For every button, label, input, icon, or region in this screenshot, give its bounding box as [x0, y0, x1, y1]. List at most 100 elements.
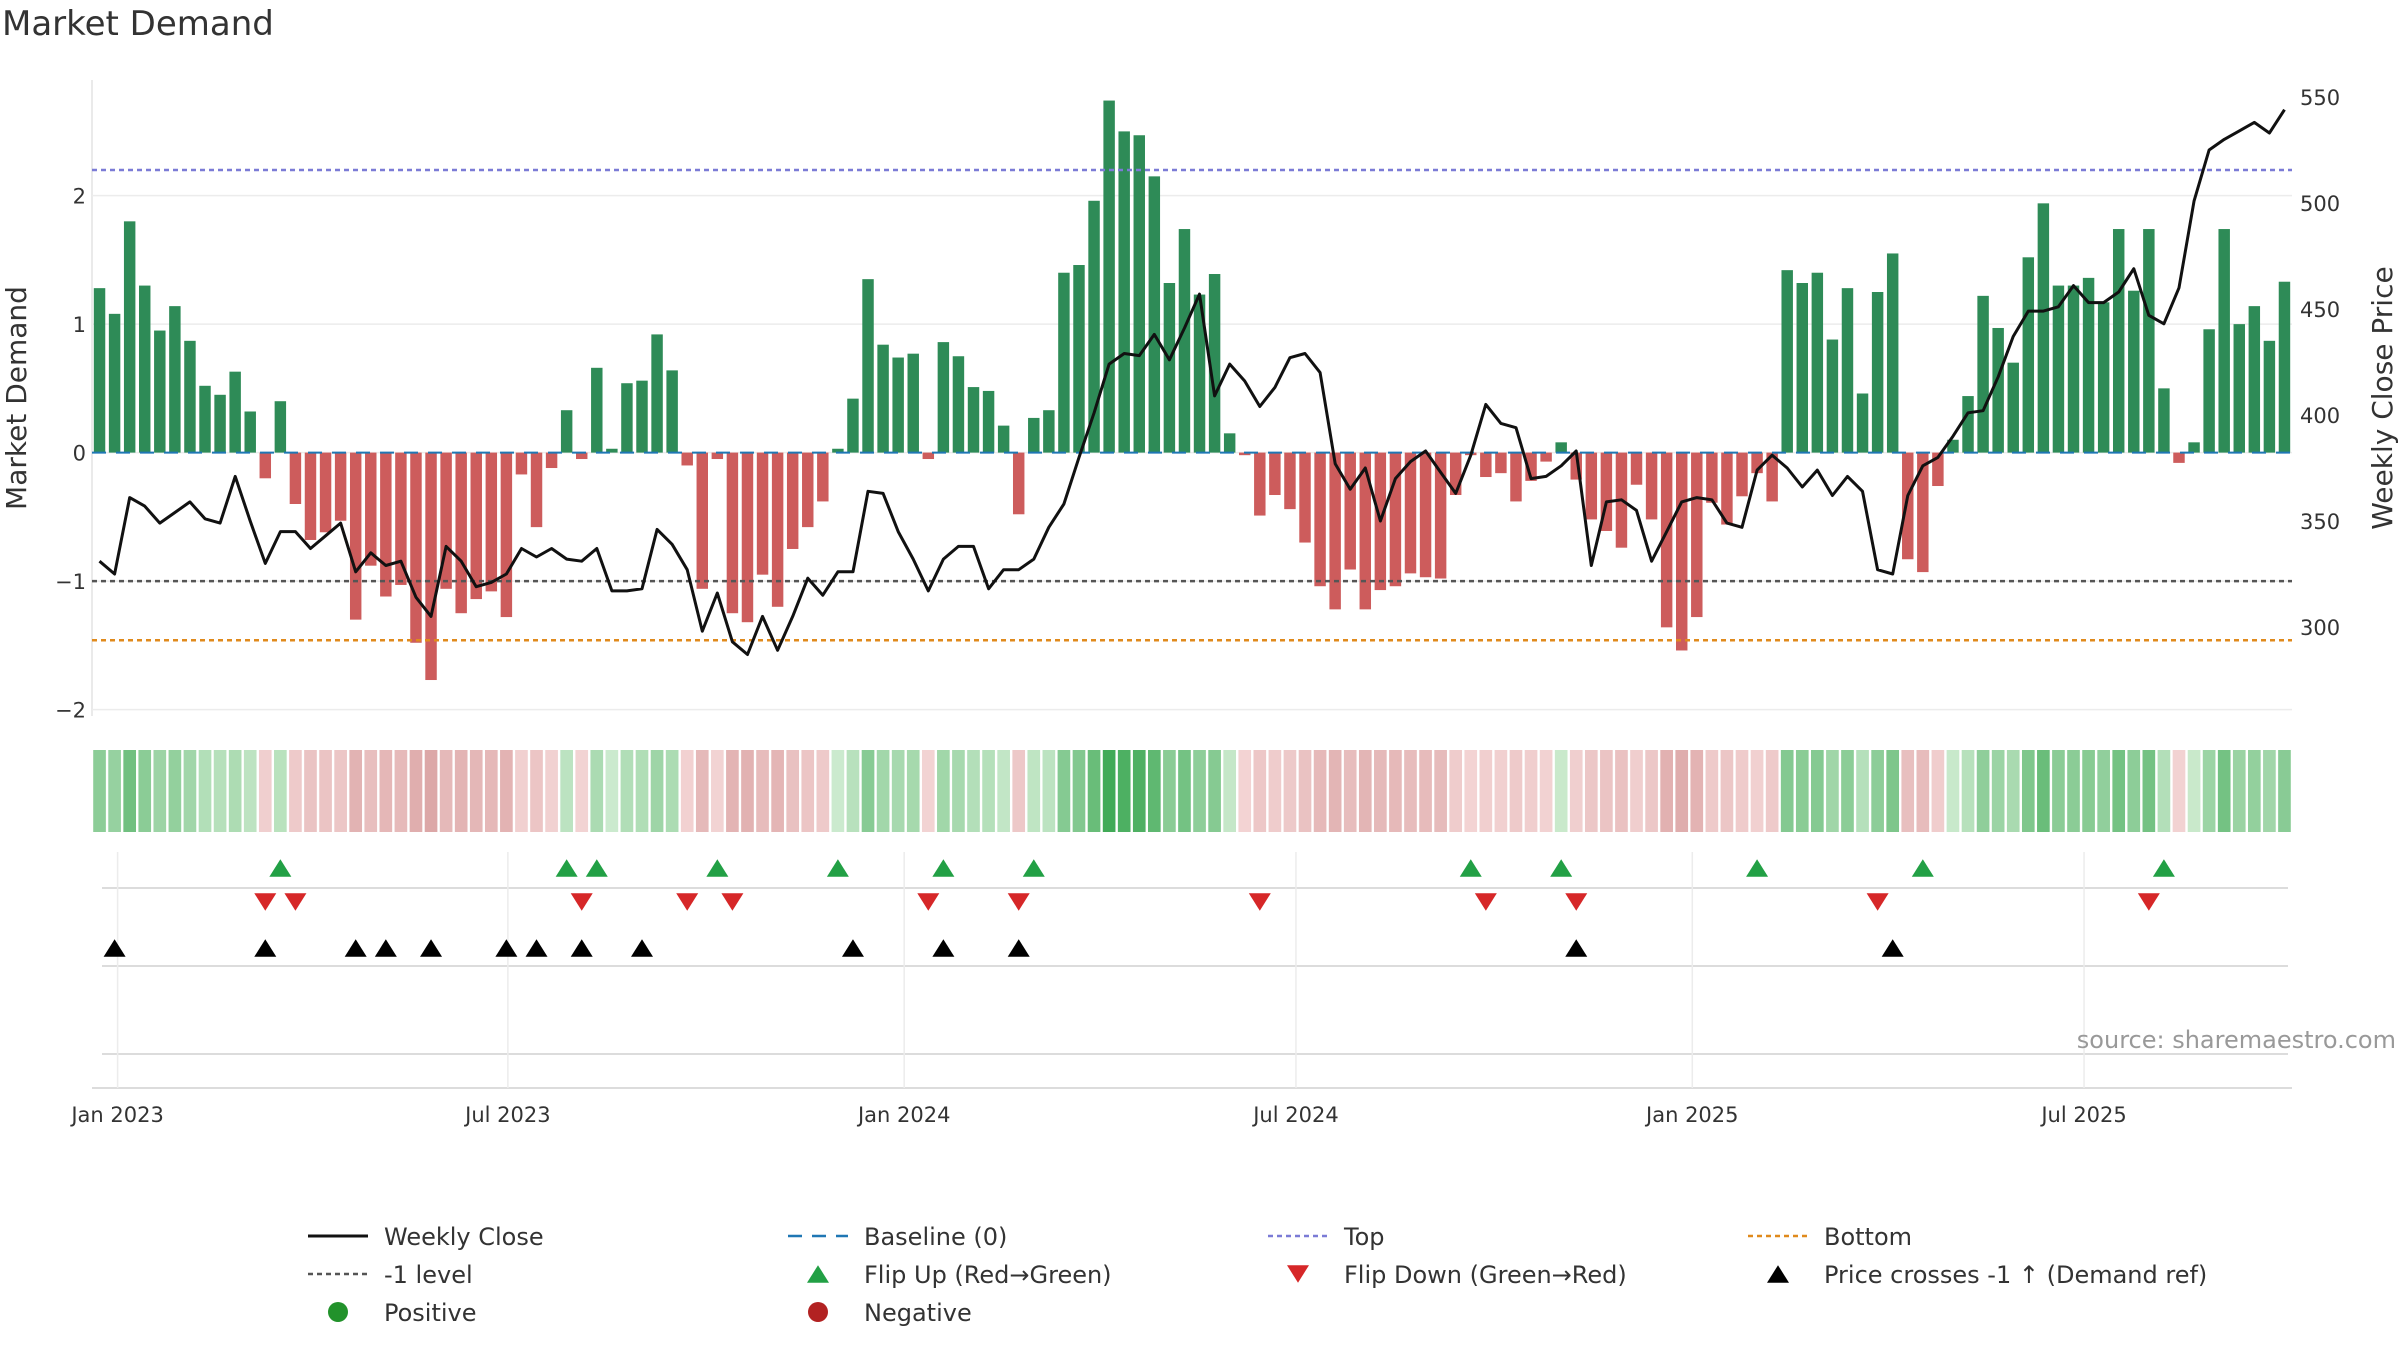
heat-cell — [1087, 750, 1101, 832]
demand-bar — [1826, 339, 1839, 453]
demand-bar — [1028, 417, 1040, 453]
demand-bar — [2263, 340, 2276, 453]
heat-cell — [1750, 750, 1764, 832]
heat-cell — [1253, 750, 1267, 832]
heat-cell — [1057, 750, 1071, 832]
demand-bar — [1073, 265, 1085, 453]
heat-cell — [1901, 750, 1915, 832]
demand-bar — [1434, 452, 1447, 579]
demand-bar — [802, 452, 814, 528]
demand-bar — [907, 353, 919, 453]
heat-cell — [786, 750, 800, 832]
demand-bar — [1043, 410, 1055, 453]
demand-bar — [2067, 285, 2080, 453]
flip-down-marker — [1007, 893, 1030, 911]
demand-bar — [1449, 452, 1462, 496]
flip-down-marker — [676, 893, 699, 911]
demand-bar — [2128, 290, 2140, 453]
demand-bar — [621, 383, 633, 453]
heat-cell — [1976, 750, 1990, 832]
flip-down-marker — [917, 893, 940, 911]
demand-bar — [1841, 288, 1854, 453]
heat-cell — [1509, 750, 1523, 832]
flip-down-marker — [1866, 893, 1889, 911]
demand-bar — [1163, 283, 1176, 453]
demand-bar — [1721, 452, 1733, 525]
heat-cell — [454, 750, 468, 832]
weekly-close-line — [98, 108, 2286, 656]
heat-cell — [2217, 750, 2231, 832]
demand-bar — [1239, 452, 1251, 456]
heat-cell — [515, 750, 528, 832]
heat-cell — [1584, 750, 1598, 832]
flip-up-marker — [932, 859, 955, 877]
flip-down-marker — [1474, 893, 1497, 911]
heat-cell — [258, 750, 272, 832]
legend-label: Price crosses -1 ↑ (Demand ref) — [1824, 1261, 2207, 1289]
legend-label: Negative — [864, 1299, 972, 1327]
demand-bar — [1886, 253, 1899, 453]
demand-bar — [425, 452, 437, 681]
heat-cell — [1208, 750, 1221, 832]
legend-swatch-marker — [1287, 1265, 1309, 1283]
demand-bar — [1932, 452, 1944, 487]
demand-bar — [2097, 302, 2110, 453]
heat-cell — [1358, 750, 1372, 832]
demand-bar — [2022, 257, 2035, 453]
heat-cell — [1645, 750, 1658, 832]
legend-label: Flip Down (Green→Red) — [1344, 1261, 1627, 1289]
y2-tick-label: 400 — [2300, 404, 2340, 428]
legend-label: -1 level — [384, 1261, 473, 1289]
y2-tick-label: 300 — [2300, 616, 2340, 640]
demand-bar — [2082, 277, 2095, 453]
demand-bar — [1706, 452, 1718, 503]
heat-cell — [1660, 750, 1673, 832]
demand-bar — [169, 306, 181, 453]
flip-down-marker — [254, 893, 277, 911]
demand-bar — [93, 288, 106, 453]
demand-bar — [1691, 452, 1703, 618]
demand-bar — [410, 452, 422, 643]
demand-bar — [2158, 388, 2170, 453]
demand-bar — [2173, 452, 2185, 463]
demand-bar — [560, 410, 573, 453]
heat-cell — [364, 750, 378, 832]
demand-bar — [1856, 393, 1869, 453]
heat-cell — [168, 750, 182, 832]
demand-bar — [1977, 295, 1989, 453]
flip-up-marker — [1911, 859, 1934, 877]
demand-bar — [1118, 131, 1130, 453]
demand-bar — [1480, 452, 1492, 478]
heat-cell — [2157, 750, 2171, 832]
price-cross-marker — [103, 939, 126, 957]
heat-cell — [1916, 750, 1930, 832]
price-cross-marker — [420, 939, 443, 957]
heat-cell — [1117, 750, 1131, 832]
heat-cell — [108, 750, 121, 832]
heat-cell — [1539, 750, 1553, 832]
heat-cell — [2082, 750, 2095, 832]
chart-title: Market Demand — [2, 4, 274, 44]
demand-bar — [1314, 452, 1326, 587]
demand-bar — [1148, 176, 1161, 453]
heat-cell — [650, 750, 664, 832]
heat-cell — [1720, 750, 1734, 832]
demand-bar — [2037, 203, 2050, 453]
demand-bar — [967, 387, 980, 453]
demand-bar — [530, 452, 543, 528]
demand-bar — [1284, 452, 1296, 510]
demand-bar — [139, 285, 151, 453]
heat-cell — [680, 750, 694, 832]
heat-cell — [1931, 750, 1945, 832]
flip-up-marker — [1550, 859, 1573, 877]
heat-cell — [1404, 750, 1417, 832]
heat-cell — [1042, 750, 1056, 832]
heat-cell — [1600, 750, 1613, 832]
heat-cell — [304, 750, 317, 832]
heat-cell — [274, 750, 287, 832]
price-cross-marker — [344, 939, 367, 957]
flip-down-marker — [721, 893, 744, 911]
heat-cell — [590, 750, 604, 832]
heat-cell — [1690, 750, 1704, 832]
demand-bar — [1992, 327, 2004, 453]
